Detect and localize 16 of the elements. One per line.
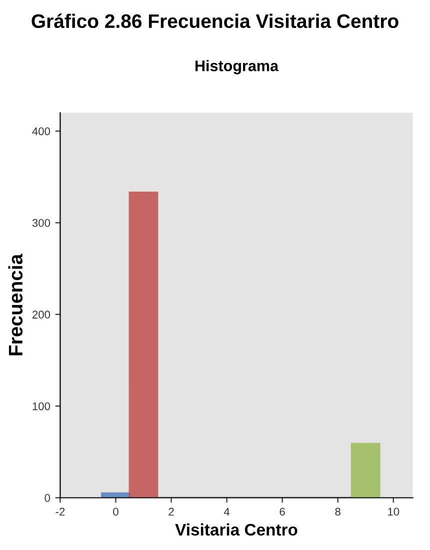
x-tick-label: 6 <box>280 508 285 516</box>
chart-subtitle: Histograma <box>196 60 279 74</box>
x-tick-label: 8 <box>335 508 340 516</box>
x-tick-label: 0 <box>113 508 118 516</box>
x-tick-label: 2 <box>168 508 174 516</box>
x-tick-label: 4 <box>224 508 230 516</box>
chart-title: Gráfico 2.86 Frecuencia Visitaria Centro <box>32 14 398 28</box>
y-tick-label: 400 <box>32 127 50 136</box>
y-tick-label: 100 <box>32 402 50 410</box>
y-tick-label: 300 <box>32 219 50 227</box>
x-tick-label: -2 <box>56 508 65 516</box>
x-axis-title: Visitaria Centro <box>175 523 298 536</box>
y-tick-label: 200 <box>32 310 50 319</box>
y-axis-title: Frecuencia <box>8 254 23 356</box>
x-tick-label: 10 <box>388 508 400 516</box>
y-tick-label: 0 <box>44 494 50 502</box>
